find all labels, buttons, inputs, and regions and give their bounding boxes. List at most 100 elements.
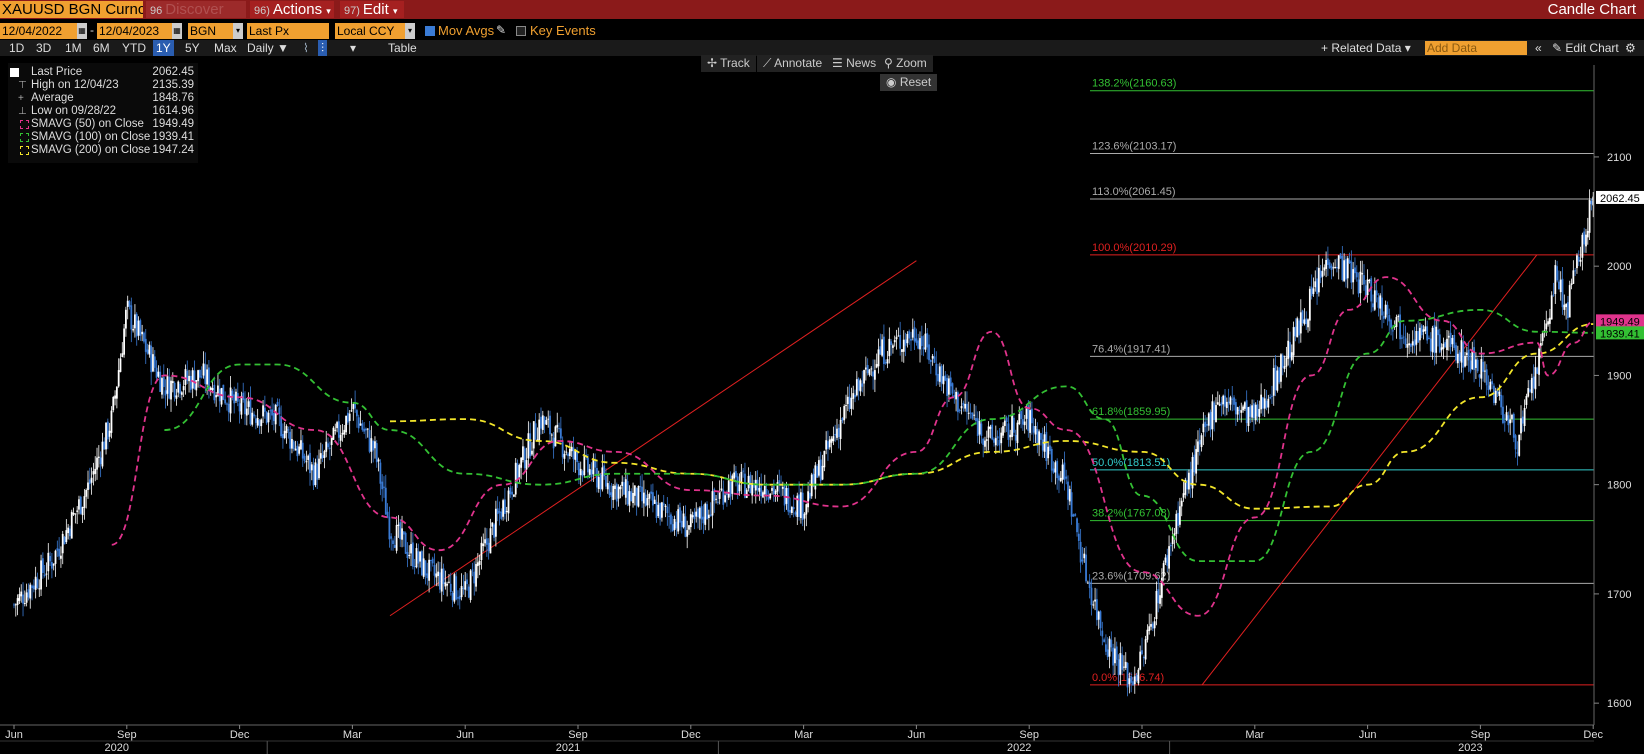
end-date-input[interactable]: 12/04/2023 [97,23,172,39]
candle-body [43,574,46,576]
candle-body [498,511,501,513]
candle-body [38,588,41,590]
legend-row[interactable]: ⊥ Low on 09/28/22 1614.96 [8,105,198,118]
candle-body [312,465,315,486]
candle-body [805,504,808,515]
legend-row[interactable]: SMAVG (50) on Close 1949.49 [8,118,198,131]
currency-select[interactable]: Local CCY [335,23,405,39]
candle-body [350,410,353,412]
candle-body [686,530,689,537]
candle-body [1047,446,1050,459]
edit-chart-button[interactable]: ✎ Edit Chart [1552,41,1619,55]
line-chart-icon[interactable]: ⌇ [303,41,309,55]
table-button[interactable]: Table [388,41,417,55]
chevron-down-icon[interactable]: ▾ [233,23,243,39]
candle-body [1330,265,1333,270]
price-field-select[interactable]: Last Px [247,23,329,39]
candle-body [601,467,604,490]
collapse-icon[interactable]: « [1535,41,1542,55]
candle-body [1583,231,1586,245]
annotate-button[interactable]: ⟋ Annotate [757,55,829,72]
candle-body [274,405,277,425]
candle-body [316,463,319,480]
candle-body [991,424,994,440]
chevron-down-icon[interactable]: ▾ [405,23,415,39]
candle-body [931,355,934,359]
candle-body [794,512,797,515]
candle-body [76,510,79,512]
candle-body [296,445,299,457]
candle-body [763,485,766,495]
legend-row[interactable]: SMAVG (200) on Close 1947.24 [8,144,198,157]
calendar-icon[interactable]: ▦ [172,23,182,39]
candle-body [1420,325,1423,336]
discover-button[interactable]: 96 Discover [146,1,246,18]
track-button[interactable]: ✢ Track [701,55,756,72]
candle-body [1462,342,1465,368]
candle-body [895,337,898,340]
candle-body [1086,582,1089,584]
range-6m[interactable]: 6M [93,41,110,55]
source-select[interactable]: BGN [188,23,233,39]
range-3d[interactable]: 3D [36,41,52,55]
range-1d[interactable]: 1D [9,41,25,55]
legend-row[interactable]: + Average 1848.76 [8,92,198,105]
candle-body [1085,554,1087,582]
range-1m[interactable]: 1M [65,41,82,55]
reset-button[interactable]: ◉ Reset [880,74,938,91]
add-data-input[interactable]: Add Data [1425,41,1527,55]
candle-body [859,380,862,392]
candle-body [745,489,748,498]
gear-icon[interactable]: ⚙ [1625,41,1636,55]
chevron-down-icon[interactable]: ▾ [350,41,357,55]
candle-body [1188,472,1190,490]
key-events-label[interactable]: Key Events [530,23,596,38]
candle-body [608,485,611,496]
calendar-icon[interactable]: ▦ [77,23,87,39]
candle-chart-icon[interactable]: ⫶ [318,40,328,56]
legend-row[interactable]: SMAVG (100) on Close 1939.41 [8,131,198,144]
candle-body [1516,452,1519,454]
legend-row[interactable]: ⊤ High on 12/04/23 2135.39 [8,79,198,92]
candle-body [691,515,694,518]
candle-body [1058,475,1060,481]
candle-body [668,515,671,517]
legend-row[interactable]: Last Price 2062.45 [8,66,198,79]
candle-body [682,513,685,528]
mov-avgs-checkbox[interactable] [425,26,435,36]
candle-body [451,593,454,601]
candle-body [1074,514,1077,516]
discover-number: 96 [150,5,163,17]
actions-menu-button[interactable]: 96) Actions ▾ [250,1,334,18]
candle-body [1355,272,1358,278]
periodicity-select[interactable]: Daily ▼ [247,41,289,55]
candle-body [247,401,250,407]
range-ytd[interactable]: YTD [122,41,146,55]
zoom-button[interactable]: ⚲ Zoom [878,55,933,72]
key-events-checkbox[interactable] [516,26,526,36]
edit-menu-button[interactable]: 97) Edit ▾ [340,1,404,18]
candle-body [249,399,252,425]
candle-body [1299,312,1302,334]
track-label: Track [720,56,750,70]
candle-body [1478,374,1481,378]
start-date-input[interactable]: 12/04/2022 [0,23,77,39]
news-button[interactable]: ☰ News [826,55,883,72]
range-max[interactable]: Max [214,41,237,55]
security-ticker-field[interactable]: XAUUSD BGN Curncy [0,1,143,18]
candle-body [58,548,61,557]
candle-body [1168,546,1170,569]
candle-body [1465,352,1468,356]
last-value-tag-label: 1949.49 [1600,316,1640,328]
mov-avgs-label[interactable]: Mov Avgs [438,23,495,38]
candle-body [310,464,313,471]
pencil-icon[interactable]: ✎ [496,23,507,37]
range-5y[interactable]: 5Y [185,41,200,55]
candle-body [720,488,723,491]
candle-body [334,429,337,431]
candle-body [1079,541,1082,563]
range-1y[interactable]: 1Y [153,40,174,56]
zoom-label: Zoom [896,56,927,70]
related-data-button[interactable]: + Related Data ▾ [1321,41,1411,55]
